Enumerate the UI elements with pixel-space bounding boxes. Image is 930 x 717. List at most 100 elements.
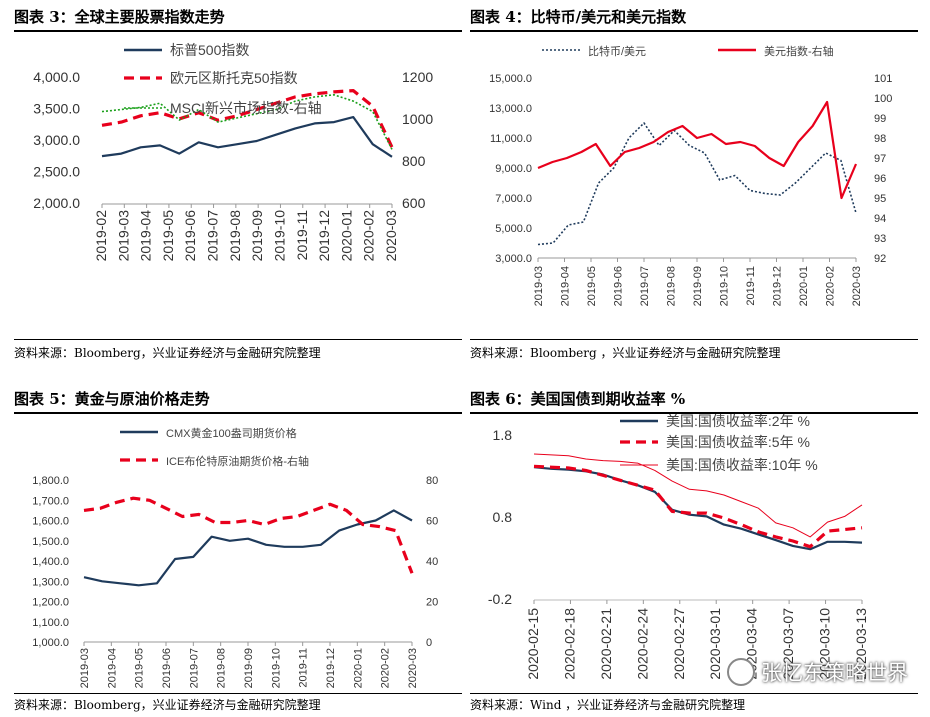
legend-label: MSCI新兴市场指数-右轴 (170, 100, 322, 116)
y-tick-label: 1,000.0 (32, 637, 69, 649)
source-rule (470, 339, 918, 340)
series-line-1 (83, 496, 414, 574)
x-tick-label: 2019-08 (666, 266, 678, 306)
x-tick-label: 2020-03-13 (853, 608, 869, 680)
y2-tick-label: 800 (402, 153, 426, 169)
wechat-icon (727, 658, 755, 686)
x-tick-label: 2019-03 (533, 266, 545, 306)
panel-title: 图表 6：美国国债到期收益率 % (470, 390, 686, 408)
y-tick-label: 3,500.0 (33, 101, 80, 117)
x-tick-label: 2020-03 (407, 648, 419, 688)
legend-label: 美国:国债收益率:10年 % (666, 457, 818, 473)
y-tick-label: -0.2 (488, 591, 512, 607)
y-tick-label: 1,200.0 (32, 597, 69, 609)
stock-indices-chart: 2,000.0 2,500.0 3,000.0 3,500.0 4,000.0 600 80… (33, 42, 433, 262)
y2-tick-label: 97 (874, 153, 886, 165)
x-tick-label: 2019-07 (188, 648, 200, 688)
bitcoin-dxy-chart: 3,000.0 5,000.0 7,000.0 9,000.0 11,000.0 13,0… (489, 44, 892, 306)
y2-tick-label: 94 (874, 213, 886, 225)
x-tick-label: 2019-10 (271, 210, 287, 262)
y2-tick-label: 92 (874, 253, 886, 265)
x-tick-label: 2019-09 (243, 648, 255, 688)
y-tick-label: 7,000.0 (495, 193, 532, 205)
source-rule (14, 693, 462, 694)
watermark: 张忆东策略世界 (727, 657, 908, 687)
x-tick-label: 2019-12 (772, 266, 784, 306)
legend-label: 美国:国债收益率:5年 % (666, 434, 810, 450)
y-tick-label: 1,800.0 (32, 475, 69, 487)
y2-tick-label: 100 (874, 93, 892, 105)
x-tick-label: 2020-02-15 (525, 608, 541, 680)
y2-tick-label: 1200 (402, 69, 433, 85)
series-line-0 (537, 122, 857, 246)
x-tick-label: 2019-08 (216, 648, 228, 688)
y-tick-label: 11,000.0 (490, 133, 532, 145)
panel-title: 图表 4：比特币/美元和美元指数 (470, 8, 687, 26)
y-tick-label: 1,600.0 (32, 516, 69, 528)
y2-tick-label: 60 (426, 516, 438, 528)
source-note: 资料来源：Wind ，兴业证券经济与金融研究院整理 (470, 698, 746, 712)
series-line-1 (533, 464, 863, 549)
title-rule (470, 412, 918, 414)
x-tick-label: 2019-10 (719, 266, 731, 306)
y2-tick-label: 80 (426, 475, 438, 487)
y-tick-label: 9,000.0 (495, 163, 532, 175)
x-tick-label: 2019-05 (134, 648, 146, 688)
y2-tick-label: 101 (874, 73, 892, 85)
x-tick-label: 2019-06 (182, 210, 198, 262)
x-tick-label: 2019-09 (692, 266, 704, 306)
y2-tick-label: 0 (426, 637, 432, 649)
title-rule (14, 30, 462, 32)
x-tick-label: 2019-10 (270, 648, 282, 688)
y-tick-label: 15,000.0 (489, 73, 532, 85)
gold-oil-chart: 1,000.0 1,100.0 1,200.0 1,300.0 1,400.0 1,500… (32, 426, 438, 688)
y-tick-label: 3,000.0 (33, 132, 80, 148)
y2-tick-label: 20 (426, 597, 438, 609)
series-line-0 (101, 115, 393, 158)
x-tick-label: 2020-02 (825, 266, 837, 306)
series-line-2 (101, 93, 393, 150)
x-tick-label: 2019-07 (205, 210, 221, 262)
y2-tick-label: 1000 (402, 111, 433, 127)
panel-stock-indices: 图表 3：全球主要股票指数走势 2,000.0 2,500.0 3,000.0 3,5… (14, 6, 462, 366)
x-tick-label: 2019-11 (294, 210, 310, 261)
legend-label: 标普500指数 (170, 42, 249, 58)
x-tick-label: 2019-02 (93, 210, 109, 262)
panel-bitcoin-dxy: 图表 4：比特币/美元和美元指数 3,000.0 5,000.0 7,000.0 9,… (470, 6, 918, 366)
source-note: 资料来源：Bloomberg，兴业证券经济与金融研究院整理 (14, 698, 321, 712)
y-tick-label: 1,300.0 (32, 576, 69, 588)
y-tick-label: 0.8 (493, 509, 513, 525)
x-tick-label: 2020-02-27 (671, 608, 687, 680)
source-note: 资料来源：Bloomberg ，兴业证券经济与金融研究院整理 (470, 346, 781, 360)
y-tick-label: 2,000.0 (33, 195, 80, 211)
y2-tick-label: 99 (874, 113, 886, 125)
series-line-1 (537, 100, 858, 200)
legend-label: 美元指数-右轴 (764, 44, 834, 58)
y2-tick-label: 98 (874, 133, 886, 145)
x-tick-label: 2020-02-18 (561, 608, 577, 680)
y-tick-label: 13,000.0 (489, 103, 532, 115)
panel-title: 图表 3：全球主要股票指数走势 (14, 8, 225, 26)
watermark-text: 张忆东策略世界 (761, 661, 908, 685)
y-tick-label: 1,100.0 (32, 617, 69, 629)
source-rule (470, 693, 918, 694)
series-line-2 (533, 453, 863, 538)
x-tick-label: 2020-03 (383, 210, 399, 262)
legend-label: ICE布伦特原油期货价格-右轴 (166, 454, 309, 468)
y-tick-label: 4,000.0 (33, 69, 80, 85)
x-tick-label: 2019-11 (745, 266, 757, 306)
source-rule (14, 339, 462, 340)
y-tick-label: 2,500.0 (33, 164, 80, 180)
legend-label: 美国:国债收益率:2年 % (666, 413, 810, 429)
x-tick-label: 2020-01 (352, 648, 364, 688)
x-tick-label: 2020-02 (380, 648, 392, 688)
x-tick-label: 2019-12 (325, 648, 337, 688)
x-tick-label: 2019-04 (106, 648, 118, 688)
x-tick-label: 2019-09 (249, 210, 265, 262)
x-tick-label: 2019-03 (115, 210, 131, 262)
x-tick-label: 2020-03-01 (707, 608, 723, 680)
x-tick-label: 2020-01 (338, 210, 354, 262)
source-note: 资料来源：Bloomberg，兴业证券经济与金融研究院整理 (14, 346, 321, 360)
y2-tick-label: 600 (402, 195, 426, 211)
y-tick-label: 1,400.0 (32, 556, 69, 568)
